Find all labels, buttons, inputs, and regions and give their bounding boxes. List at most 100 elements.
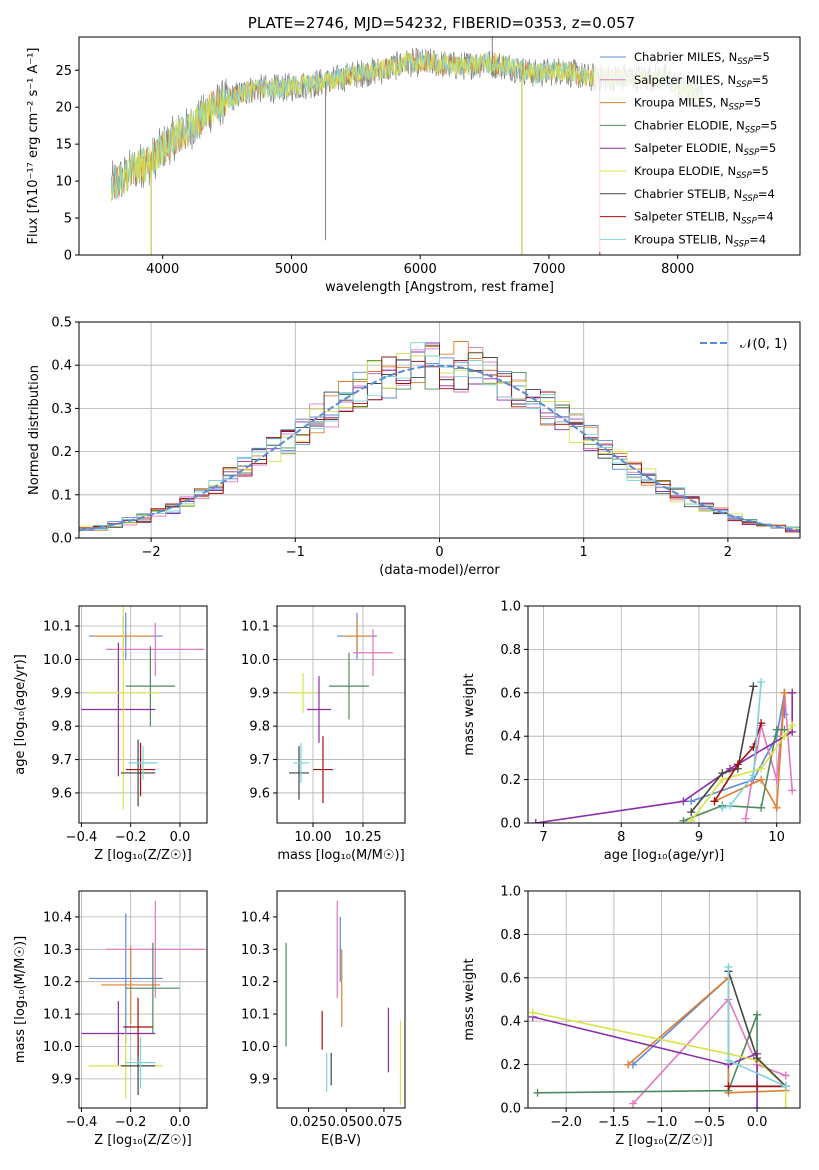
series-point <box>757 677 766 686</box>
x-axis-label: mass [log₁₀(M/M☉)] <box>277 848 404 863</box>
series-point <box>718 803 727 812</box>
x-axis-label: Z [log₁₀(Z/Z☉)] <box>94 1133 191 1148</box>
series-point <box>749 682 758 691</box>
series-line <box>690 692 786 803</box>
series-point <box>687 797 696 806</box>
series-point <box>687 808 696 817</box>
y-tick-label: 0.2 <box>500 1058 521 1073</box>
x-tick-label: −1 <box>286 545 305 560</box>
y-axis-label: mass [log₁₀(M/M☉)] <box>13 936 28 1063</box>
y-tick-label: 20 <box>55 101 72 116</box>
x-tick-label: 1 <box>580 545 588 560</box>
legend-label: Chabrier MILES, NSSP=5 <box>634 50 770 67</box>
axes-frame <box>276 890 406 1109</box>
y-tick-label: 25 <box>55 64 72 79</box>
series-line <box>535 692 793 823</box>
series-point <box>781 1104 790 1108</box>
y-tick-label: 9.7 <box>249 753 270 768</box>
series-line <box>722 681 762 809</box>
axes-frame <box>78 605 208 824</box>
y-tick-label: 0.4 <box>51 359 72 374</box>
y-tick-label: 0.8 <box>500 928 521 943</box>
legend-label: Kroupa ELODIE, NSSP=5 <box>634 164 769 181</box>
y-tick-label: 9.7 <box>51 753 72 768</box>
axes-frame <box>78 36 801 256</box>
y-tick-label: 9.9 <box>51 686 72 701</box>
legend-label: Kroupa STELIB, NSSP=4 <box>634 232 766 249</box>
y-tick-label: 9.8 <box>51 720 72 735</box>
series-point <box>781 1071 790 1080</box>
x-axis-label: Z [log₁₀(Z/Z☉)] <box>615 1133 712 1148</box>
x-axis-label: (data-model)/error <box>379 563 500 578</box>
y-tick-label: 1.0 <box>500 885 521 900</box>
y-tick-label: 5 <box>64 212 72 227</box>
series-point <box>753 1010 762 1019</box>
x-tick-label: 7000 <box>532 262 565 277</box>
y-axis-label: Flux [fλ10⁻¹⁷ erg cm⁻² s⁻¹ A⁻¹] <box>26 48 41 245</box>
x-tick-label: 0.0 <box>747 1115 768 1130</box>
series-point <box>780 732 789 741</box>
axes-frame <box>527 890 801 1109</box>
legend: Chabrier MILES, NSSP=5 Salpeter MILES, NS… <box>594 44 798 252</box>
y-tick-label: 10.2 <box>241 975 270 990</box>
gaussian-curve <box>79 364 800 532</box>
y-tick-label: 0.0 <box>500 817 521 832</box>
series-point <box>788 786 797 795</box>
x-tick-label: −2.0 <box>550 1115 582 1130</box>
y-tick-label: 9.6 <box>51 786 72 801</box>
x-axis-label: age [log₁₀(age/yr)] <box>604 848 725 863</box>
y-tick-label: 10.0 <box>241 1040 270 1055</box>
weight-vs-Z-panel: −2.0 −1.5 −1.0 −0.5 0.0 0.0 0.2 0.4 0.6 0.8 1.0 Z [… <box>462 885 801 1148</box>
x-axis-label: E(B-V) <box>321 1133 361 1148</box>
series-point <box>772 803 781 812</box>
y-tick-label: 0.4 <box>500 1015 521 1030</box>
series-point <box>749 771 758 780</box>
histograms <box>79 341 800 535</box>
y-tick-label: 10.1 <box>241 1008 270 1023</box>
chart-title: PLATE=2746, MJD=54232, FIBERID=0353, z=0… <box>248 14 635 32</box>
x-tick-label: −0.2 <box>115 830 147 845</box>
series-point <box>679 816 688 823</box>
series-point <box>753 1104 762 1108</box>
series-point <box>679 797 688 806</box>
y-tick-label: 0.6 <box>500 971 521 986</box>
axes-frame <box>276 605 406 824</box>
axes-frame <box>527 605 801 824</box>
mass-vs-Z-panel: −0.4 −0.2 0.0 9.9 10.0 10.1 10.2 10.3 10.4 Z [log… <box>13 890 208 1148</box>
weight-lines <box>528 962 790 1108</box>
series-point <box>718 769 727 778</box>
x-tick-label: 2 <box>724 545 732 560</box>
legend-label: Salpeter STELIB, NSSP=4 <box>634 210 774 227</box>
y-tick-label: 9.8 <box>249 720 270 735</box>
x-tick-label: −1.5 <box>598 1115 630 1130</box>
x-tick-label: 6000 <box>404 262 437 277</box>
y-tick-label: 0.1 <box>51 488 72 503</box>
y-tick-label: 15 <box>55 138 72 153</box>
legend-label: 𝒩(0, 1) <box>740 337 787 352</box>
series-point <box>772 725 781 734</box>
y-tick-label: 10.3 <box>43 943 72 958</box>
y-tick-label: 10.1 <box>43 1008 72 1023</box>
x-tick-label: 10.00 <box>294 830 331 845</box>
y-tick-label: 0.8 <box>500 643 521 658</box>
spectrum-panel: PLATE=2746, MJD=54232, FIBERID=0353, z=0… <box>26 14 801 295</box>
x-tick-label: 7 <box>539 830 547 845</box>
y-tick-label: 0.3 <box>51 402 72 417</box>
series-point <box>531 819 540 823</box>
legend-label: Salpeter MILES, NSSP=5 <box>634 73 769 90</box>
series-point <box>528 1008 537 1017</box>
x-tick-label: 4000 <box>146 262 179 277</box>
series-line <box>532 1016 758 1108</box>
series-point <box>628 1099 637 1108</box>
x-tick-label: −2 <box>142 545 161 560</box>
y-tick-label: 9.9 <box>249 1072 270 1087</box>
series-point <box>724 1056 733 1065</box>
series-point <box>710 797 719 806</box>
series-point <box>733 760 742 769</box>
legend-label: Kroupa MILES, NSSP=5 <box>634 96 761 113</box>
legend-box <box>594 44 798 252</box>
x-tick-label: 0.025 <box>290 1115 327 1130</box>
legend-label: Chabrier STELIB, NSSP=4 <box>634 187 775 204</box>
weight-lines <box>531 677 797 823</box>
weight-vs-age-panel: 7 8 9 10 0.0 0.2 0.4 0.6 0.8 1.0 age [log₁₀(age/yr… <box>462 600 801 863</box>
